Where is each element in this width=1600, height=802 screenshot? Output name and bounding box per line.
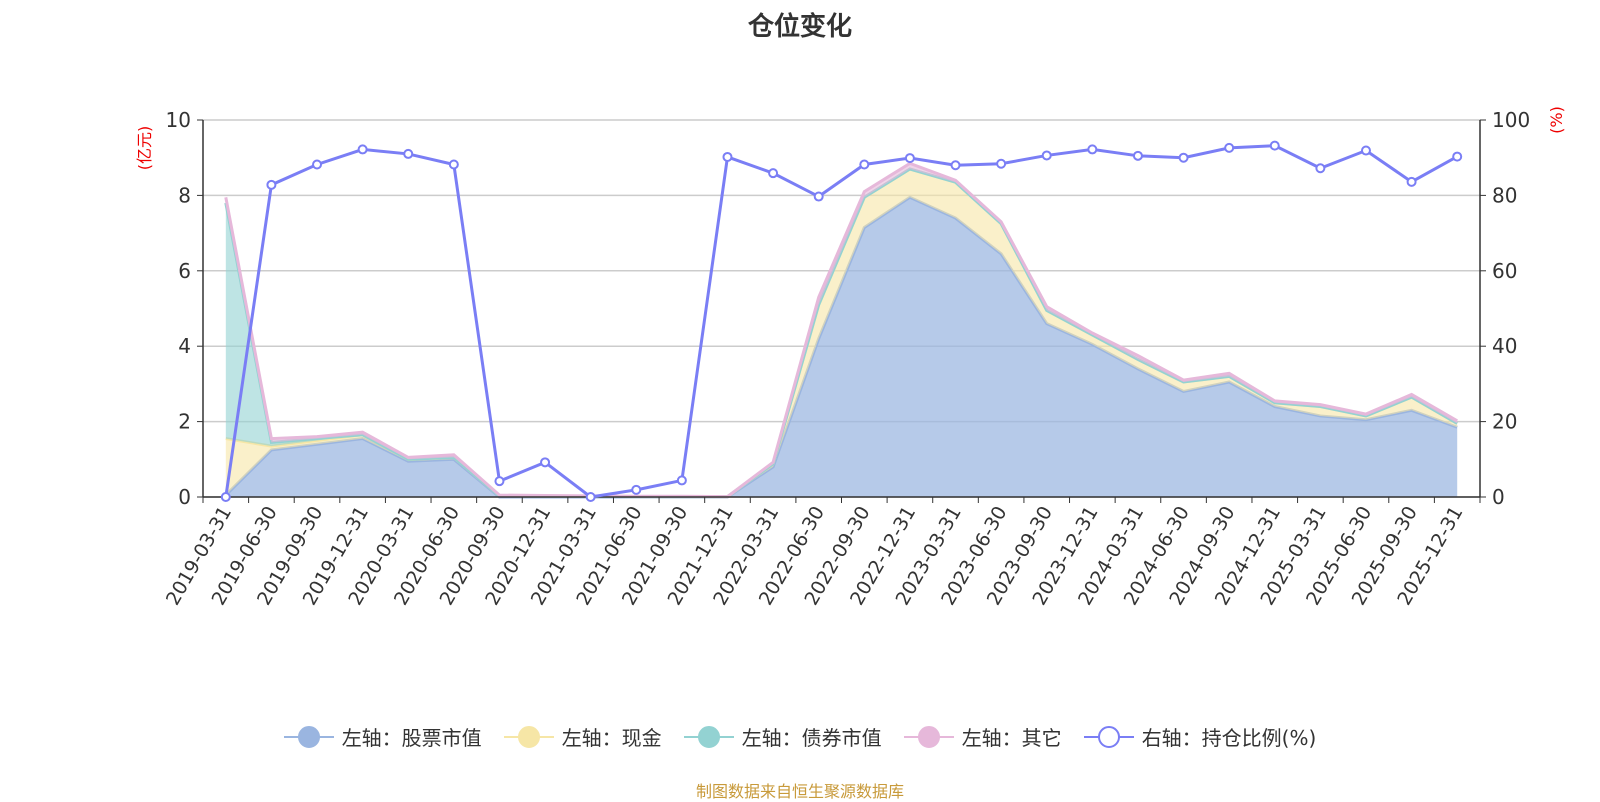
ratio-point xyxy=(1360,145,1371,156)
right-tick-label: 40 xyxy=(1492,334,1517,358)
legend-item[interactable]: 左轴：债券市值 xyxy=(683,722,882,751)
left-tick-label: 0 xyxy=(178,485,191,509)
left-tick-label: 6 xyxy=(178,259,191,283)
ratio-point xyxy=(1224,142,1235,153)
right-tick-label: 80 xyxy=(1492,183,1517,207)
ratio-point xyxy=(813,191,824,202)
ratio-point xyxy=(676,475,687,486)
ratio-point xyxy=(859,159,870,170)
ratio-point xyxy=(220,492,231,502)
legend-label: 左轴：债券市值 xyxy=(741,726,882,750)
legend-label: 左轴：现金 xyxy=(561,726,662,750)
right-tick-label: 20 xyxy=(1492,410,1517,434)
legend-item[interactable]: 左轴：其它 xyxy=(903,722,1062,751)
legend-item[interactable]: 左轴：现金 xyxy=(503,722,662,751)
legend-label: 左轴：其它 xyxy=(961,726,1062,750)
left-tick-label: 10 xyxy=(166,108,191,132)
right-tick-label: 60 xyxy=(1492,259,1517,283)
legend-marker-icon xyxy=(283,725,334,748)
legend-label: 右轴：持仓比例(%) xyxy=(1141,726,1317,750)
ratio-point xyxy=(722,151,733,162)
ratio-point xyxy=(1178,152,1189,163)
legend-marker-icon xyxy=(683,725,734,748)
ratio-point xyxy=(403,148,414,159)
area-1 xyxy=(225,197,1458,497)
ratio-line xyxy=(224,144,1458,499)
ratio-point xyxy=(1269,140,1280,151)
ratio-point xyxy=(540,457,551,468)
left-axis-label: (亿元) xyxy=(135,126,154,171)
legend: 左轴：股票市值 左轴：现金 左轴：债券市值 左轴：其它 右轴：持仓比例(%) xyxy=(0,722,1600,751)
right-tick-label: 0 xyxy=(1492,485,1505,509)
ratio-point xyxy=(950,160,961,171)
ratio-point xyxy=(768,168,779,179)
ratio-point xyxy=(904,153,915,164)
right-axis-label: (%) xyxy=(1547,106,1566,134)
chart-title: 仓位变化 xyxy=(747,12,852,42)
legend-marker-icon xyxy=(903,725,954,748)
ratio-point xyxy=(1041,150,1052,161)
legend-item[interactable]: 左轴：股票市值 xyxy=(283,722,482,751)
legend-marker-icon xyxy=(503,725,554,748)
ratio-point xyxy=(1315,163,1326,174)
ratio-point xyxy=(1132,150,1143,161)
ratio-point xyxy=(585,492,596,502)
ratio-point xyxy=(1087,144,1098,155)
right-tick-label: 100 xyxy=(1492,108,1530,132)
ratio-point xyxy=(996,158,1007,169)
source-footer: 制图数据来自恒生聚源数据库 xyxy=(695,782,904,801)
ratio-point xyxy=(357,144,368,155)
legend-label: 左轴：股票市值 xyxy=(341,726,482,750)
ratio-point xyxy=(448,159,459,170)
legend-item[interactable]: 右轴：持仓比例(%) xyxy=(1083,722,1317,751)
left-tick-label: 2 xyxy=(178,410,191,434)
area-line-4 xyxy=(224,161,1458,499)
ratio-point xyxy=(631,484,642,495)
ratio-point xyxy=(1406,176,1417,187)
left-tick-label: 4 xyxy=(178,334,191,358)
ratio-point xyxy=(312,159,323,170)
legend-marker-icon xyxy=(1083,725,1134,748)
ratio-point xyxy=(1452,151,1463,162)
left-tick-label: 8 xyxy=(178,183,191,207)
ratio-point xyxy=(494,476,505,487)
ratio-point xyxy=(266,179,277,190)
